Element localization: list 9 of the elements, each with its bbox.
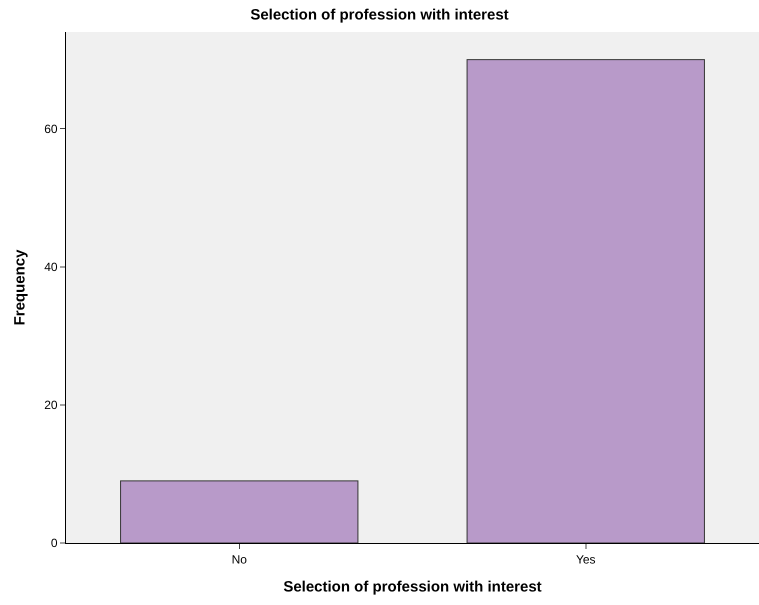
x-tick-label: No [232, 552, 248, 566]
chart-title: Selection of profession with interest [250, 6, 509, 24]
x-tick-label: Yes [576, 552, 596, 566]
x-axis-title: Selection of profession with interest [283, 578, 542, 596]
y-tick-label: 40 [44, 260, 58, 274]
y-tick-label: 20 [44, 398, 58, 412]
y-tick-label: 60 [44, 122, 58, 136]
y-tick-label: 0 [50, 536, 58, 550]
y-axis-title: Frequency [11, 248, 28, 326]
